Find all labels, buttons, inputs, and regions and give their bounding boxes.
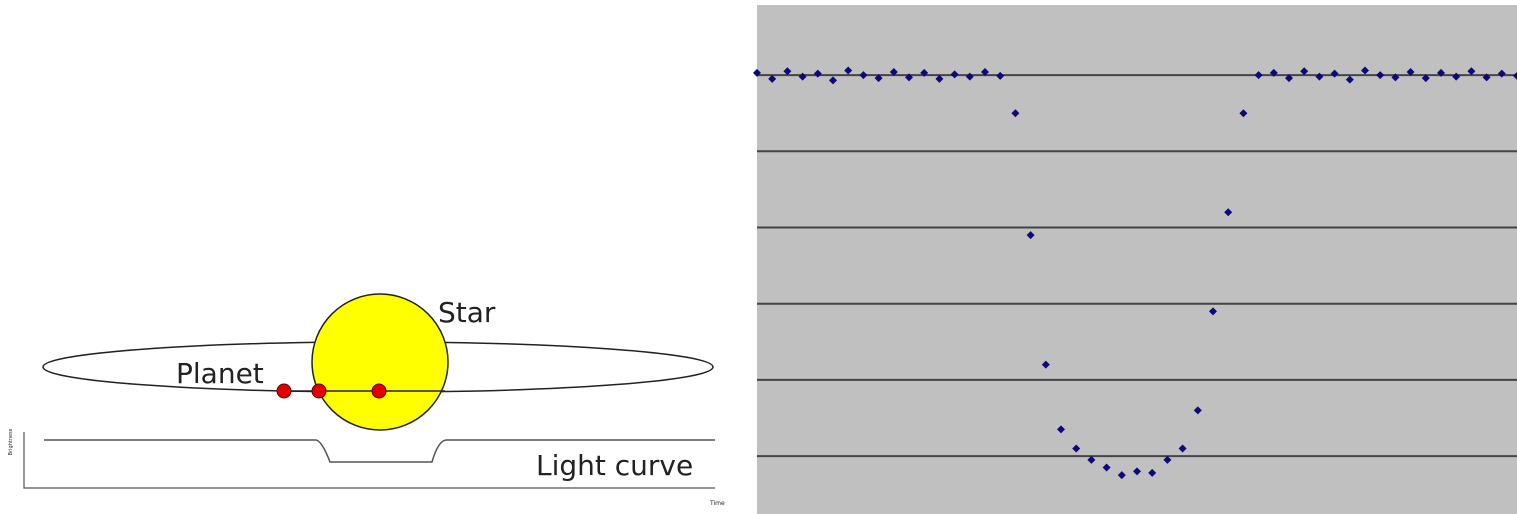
data-point xyxy=(813,69,822,78)
data-point xyxy=(1497,69,1506,78)
data-point xyxy=(1087,455,1096,464)
data-point xyxy=(1330,69,1339,78)
data-point xyxy=(1178,444,1187,453)
data-point xyxy=(1117,471,1126,480)
data-point xyxy=(950,70,959,79)
data-point xyxy=(1406,68,1415,77)
data-point xyxy=(1345,75,1354,84)
data-point xyxy=(1437,68,1445,77)
data-point xyxy=(965,72,974,81)
data-point xyxy=(1315,72,1324,81)
data-point xyxy=(753,68,761,77)
data-point xyxy=(829,76,837,85)
data-point xyxy=(1133,467,1141,476)
data-point xyxy=(1421,74,1430,83)
plot-background xyxy=(757,5,1517,514)
data-point xyxy=(1072,444,1081,453)
data-point xyxy=(1391,73,1400,82)
curve-label: Light curve xyxy=(536,449,693,482)
planet xyxy=(311,383,327,399)
star-label: Star xyxy=(438,296,496,329)
data-point xyxy=(1361,66,1369,75)
data-point xyxy=(874,74,883,83)
data-point xyxy=(1057,425,1065,434)
planet xyxy=(276,383,292,399)
data-point xyxy=(905,73,913,82)
data-point xyxy=(798,72,807,81)
planet xyxy=(371,383,387,399)
data-point xyxy=(1102,463,1111,472)
data-point xyxy=(1482,73,1491,82)
light-curve-plot xyxy=(753,5,1517,514)
data-point xyxy=(783,67,792,76)
data-point xyxy=(1209,307,1217,316)
planet-label: Planet xyxy=(176,357,264,390)
data-point xyxy=(1193,406,1202,415)
data-point xyxy=(1011,109,1020,118)
data-point xyxy=(1376,71,1385,80)
data-point xyxy=(1300,67,1309,76)
data-point xyxy=(1224,208,1233,217)
star xyxy=(311,293,449,431)
data-point xyxy=(1148,468,1157,477)
data-point xyxy=(1513,71,1517,80)
x-axis-label: Time xyxy=(709,500,725,507)
data-point xyxy=(844,66,853,75)
light-curve xyxy=(44,439,715,463)
data-point xyxy=(1269,68,1278,77)
data-point xyxy=(1467,67,1476,76)
data-point xyxy=(920,68,929,77)
data-point xyxy=(981,68,989,77)
data-point xyxy=(1026,231,1035,240)
data-point xyxy=(1239,109,1248,118)
data-point xyxy=(859,71,868,80)
data-point xyxy=(768,74,777,83)
data-point xyxy=(1285,74,1293,83)
data-point xyxy=(889,68,898,77)
axes xyxy=(23,432,715,489)
data-point xyxy=(1163,455,1172,464)
transit-diagram: Star Planet Light curve Brightness Time xyxy=(8,293,725,507)
data-point xyxy=(996,71,1005,80)
data-point xyxy=(1452,72,1461,81)
data-point xyxy=(1041,360,1050,369)
data-point xyxy=(1254,71,1263,80)
data-point xyxy=(935,74,944,83)
y-axis-label: Brightness xyxy=(8,428,14,455)
